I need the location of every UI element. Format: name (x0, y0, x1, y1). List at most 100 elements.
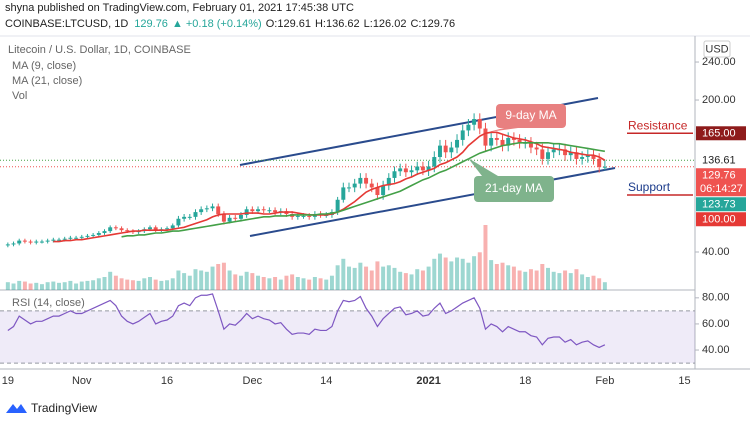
candle-body (17, 240, 22, 244)
volume-bar (57, 282, 62, 290)
candle-body (51, 239, 56, 241)
ohlc-low: L:126.02 (364, 18, 407, 30)
volume-bar (511, 266, 516, 290)
volume-bar (68, 280, 73, 290)
volume-bar (455, 257, 460, 290)
candle-body (45, 240, 50, 242)
volume-bar (460, 258, 465, 290)
candle-body (369, 183, 374, 188)
chart-title: Litecoin / U.S. Dollar, 1D, COINBASE (8, 44, 191, 56)
candle-body (11, 243, 16, 245)
volume-bar (437, 253, 442, 290)
volume-bar (96, 278, 101, 290)
volume-bar (216, 264, 221, 290)
channel-lower (249, 167, 616, 237)
volume-bar (187, 275, 192, 290)
x-tick-label: 15 (678, 375, 690, 387)
candle-body (409, 170, 414, 173)
candle-body (494, 138, 499, 140)
candle-body (307, 215, 312, 217)
candle-body (187, 216, 192, 218)
volume-bar (295, 277, 300, 290)
candle-body (210, 206, 215, 209)
candle-body (199, 209, 204, 213)
candle-body (443, 145, 448, 153)
candle-body (221, 214, 226, 222)
candle-body (568, 152, 573, 156)
ohlc-high: H:136.62 (315, 18, 360, 30)
volume-bar (148, 277, 152, 290)
candle-body (574, 152, 579, 159)
candle-body (125, 230, 130, 232)
symbol-line: COINBASE:LTCUSD, 1D 129.76 ▲ +0.18 (+0.14%… (5, 18, 455, 30)
logo-icon (6, 404, 27, 413)
candle-body (597, 158, 602, 167)
candle-body (182, 216, 187, 219)
candle-body (580, 157, 585, 159)
volume-bar (256, 275, 261, 290)
candle-body (227, 217, 232, 222)
volume-bar (392, 267, 397, 290)
volume-bar (250, 273, 255, 290)
candle-body (511, 138, 516, 140)
x-tick-label: Feb (595, 375, 614, 387)
volume-bar (227, 270, 232, 290)
volume-bar (546, 267, 550, 290)
change: ▲ +0.18 (+0.14%) (172, 18, 262, 30)
volume-bar (312, 277, 317, 290)
candle-body (165, 228, 170, 230)
volume-bar (506, 265, 511, 290)
volume-bar (432, 258, 437, 290)
candle-body (85, 235, 90, 237)
last-price: 129.76 (134, 18, 168, 30)
candle-body (176, 218, 181, 226)
rsi-tick-label: 80.00 (702, 292, 730, 304)
volume-bar (85, 280, 90, 290)
currency-button[interactable] (703, 40, 731, 58)
candle-body (392, 171, 397, 178)
x-tick-label: 14 (320, 375, 332, 387)
volume-bar (45, 282, 50, 290)
legend-entry: MA (21, close) (12, 75, 82, 87)
candle-body (426, 166, 431, 171)
volume-bar (17, 280, 22, 290)
volume-bar (449, 261, 454, 290)
candle-body (506, 138, 511, 146)
volume-bar (420, 270, 425, 290)
level-name: Resistance (628, 118, 688, 132)
volume-bar (74, 283, 79, 290)
candle-body (602, 166, 607, 168)
volume-bar (563, 270, 568, 290)
currency[interactable]: USD (705, 43, 728, 55)
volume-bar (233, 274, 238, 290)
volume-bar (210, 266, 215, 290)
candle-body (57, 239, 62, 241)
volume-bar (290, 274, 295, 290)
candle-body (79, 236, 84, 238)
candle-body (233, 217, 238, 219)
volume-bar (199, 270, 204, 290)
price-box (696, 212, 746, 227)
candle-body (403, 168, 408, 173)
volume-bar (534, 270, 539, 290)
volume-bar (472, 256, 477, 290)
candle-body (546, 152, 550, 159)
volume-bar (238, 275, 243, 290)
candle-body (250, 209, 255, 212)
volume-bar (352, 267, 357, 290)
volume-bar (165, 280, 170, 290)
volume-bar (79, 281, 84, 290)
candle-body (472, 119, 477, 125)
volume-bar (221, 262, 226, 290)
volume-bar (125, 279, 130, 290)
volume-bar (142, 278, 147, 290)
candle-body (119, 228, 124, 231)
volume-bar (398, 271, 403, 290)
volume-bar (170, 278, 175, 290)
volume-bar (347, 266, 351, 290)
volume-bar (136, 280, 141, 290)
volume-bar (574, 269, 579, 290)
volume-bar (494, 264, 499, 290)
candle-body (22, 240, 27, 242)
volume-bar (51, 281, 56, 290)
